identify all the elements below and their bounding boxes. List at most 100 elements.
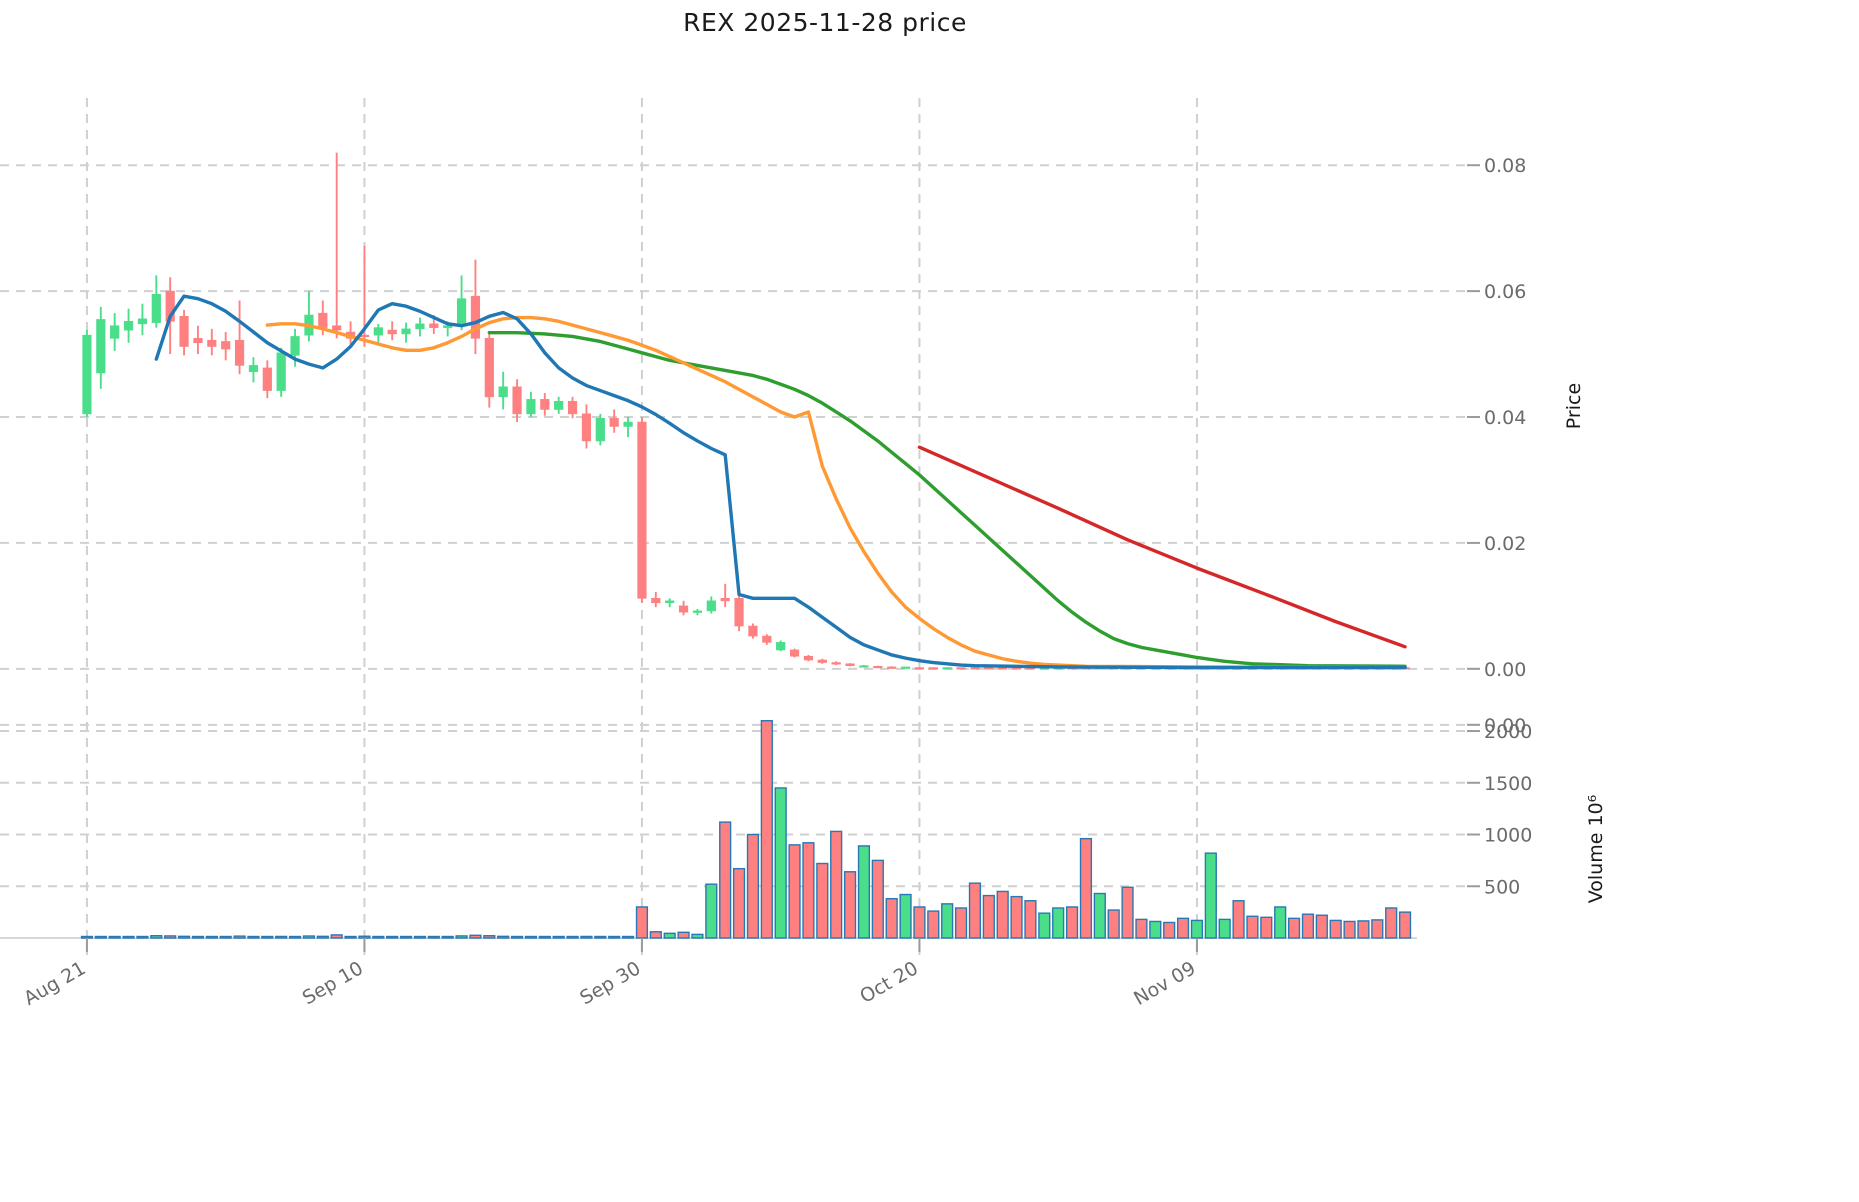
volume-bar [732, 867, 746, 939]
candle-body [984, 667, 994, 670]
volume-bar [233, 935, 246, 939]
x-tick-label: Sep 30 [576, 957, 644, 1009]
volume-ytick-label: 2000 [1484, 721, 1532, 743]
candle-body [678, 605, 689, 613]
volume-bar [1357, 920, 1370, 939]
candle-body [290, 336, 300, 356]
volume-bar [580, 935, 593, 939]
volume-bar [441, 935, 454, 939]
volume-bar [469, 934, 482, 939]
volume-bar [372, 935, 385, 939]
volume-bar [302, 935, 316, 939]
candle-body [595, 417, 605, 442]
volume-bar [1218, 918, 1231, 939]
volume-bar [150, 935, 163, 939]
volume-bar [1246, 915, 1259, 939]
candle-body [96, 319, 106, 374]
volume-bar [788, 844, 801, 939]
volume-bar [1176, 917, 1190, 939]
volume-bar [954, 907, 968, 939]
candle-body [623, 421, 633, 427]
candle-body [789, 649, 800, 657]
price-ytick-label: 0.00 [1484, 659, 1526, 681]
volume-bar [1371, 919, 1384, 939]
volume-bar [1385, 907, 1398, 939]
candle-body [137, 318, 148, 325]
volume-bar [1149, 920, 1162, 939]
candle-body [859, 665, 869, 668]
volume-bar [1287, 917, 1301, 939]
volume-bar [177, 935, 191, 939]
volume-bar [510, 935, 524, 939]
volume-bar [136, 935, 149, 939]
candle-body [207, 339, 217, 347]
volume-bar [1163, 921, 1176, 939]
volume-bar [1107, 909, 1120, 939]
candle-body [179, 315, 189, 347]
volume-bar [802, 842, 815, 939]
volume-bar [288, 935, 302, 939]
volume-ytick-label: 1500 [1484, 773, 1532, 795]
volume-bar [1274, 906, 1287, 939]
volume-bar [941, 903, 954, 939]
volume-bar [275, 935, 288, 939]
volume-bar [455, 935, 468, 939]
volume-bar [1301, 913, 1315, 939]
x-tick-label: Oct 20 [856, 957, 922, 1008]
volume-bar [1343, 920, 1356, 939]
volume-bar [524, 935, 538, 939]
volume-bar [219, 935, 232, 939]
volume-bar [1121, 886, 1134, 939]
price-ytick-label: 0.04 [1484, 407, 1526, 429]
x-tick-label: Aug 21 [20, 957, 89, 1010]
volume-bar [497, 935, 510, 939]
candle-body [415, 323, 425, 330]
volume-bar [913, 906, 926, 939]
candle-body [831, 662, 841, 665]
volume-bar [621, 935, 635, 939]
volume-bar [719, 821, 732, 939]
ma-short-line [154, 294, 1407, 670]
candle-body [387, 329, 397, 335]
volume-bar [1232, 900, 1245, 939]
volume-bar [843, 871, 857, 939]
volume-axis-title: Volume 10⁶ [1585, 795, 1607, 904]
volume-bar [1010, 895, 1023, 939]
volume-bar [191, 935, 205, 939]
volume-bar [330, 934, 343, 939]
volume-bar [1135, 918, 1148, 939]
volume-bar [80, 935, 94, 939]
price-ytick-label: 0.06 [1484, 281, 1526, 303]
candle-body [776, 642, 786, 651]
volume-bar [649, 931, 662, 939]
candle-body [706, 600, 716, 612]
volume-bar [816, 862, 829, 939]
candle-body [332, 325, 342, 331]
volume-bar [1038, 912, 1051, 939]
volume-bar [635, 906, 649, 939]
volume-bar [1315, 914, 1328, 939]
candle-body [956, 667, 966, 670]
price-ytick-label: 0.02 [1484, 533, 1526, 555]
volume-bar [122, 935, 135, 939]
candle-body [429, 323, 439, 328]
volume-bar [316, 935, 329, 939]
volume-bar [108, 935, 121, 939]
candle-body [498, 386, 508, 398]
trend-line [917, 445, 1407, 649]
candle-body [540, 399, 550, 410]
volume-bar [746, 833, 760, 939]
candle-body [470, 295, 481, 339]
volume-bar [982, 894, 995, 939]
volume-bar [594, 935, 607, 939]
volume-bar [608, 935, 621, 939]
volume-bar [1052, 907, 1065, 939]
volume-bar [774, 787, 787, 939]
volume-bar [1398, 911, 1412, 939]
price-ytick-label: 0.08 [1484, 155, 1526, 177]
candle-body [692, 610, 703, 613]
volume-bar [399, 935, 413, 939]
volume-bar [552, 935, 565, 939]
candle-body [762, 635, 772, 643]
